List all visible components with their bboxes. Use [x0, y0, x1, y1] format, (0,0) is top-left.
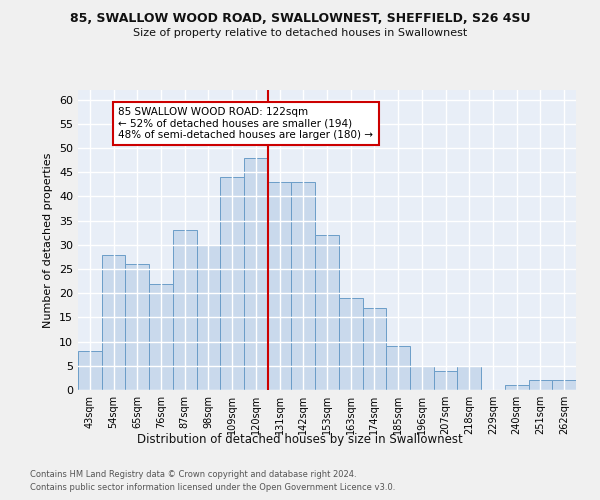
Text: Distribution of detached houses by size in Swallownest: Distribution of detached houses by size … [137, 432, 463, 446]
Y-axis label: Number of detached properties: Number of detached properties [43, 152, 53, 328]
Bar [173, 230, 197, 390]
Text: Contains public sector information licensed under the Open Government Licence v3: Contains public sector information licen… [30, 482, 395, 492]
Bar [386, 346, 410, 390]
Bar [529, 380, 552, 390]
Bar [457, 366, 481, 390]
Bar [410, 366, 434, 390]
Text: Size of property relative to detached houses in Swallownest: Size of property relative to detached ho… [133, 28, 467, 38]
Bar [339, 298, 362, 390]
Bar [434, 370, 457, 390]
Bar [315, 235, 339, 390]
Bar [149, 284, 173, 390]
Bar [78, 352, 102, 390]
Bar [552, 380, 576, 390]
Bar [268, 182, 292, 390]
Bar [125, 264, 149, 390]
Bar [244, 158, 268, 390]
Bar [362, 308, 386, 390]
Bar [292, 182, 315, 390]
Bar [505, 385, 529, 390]
Text: 85 SWALLOW WOOD ROAD: 122sqm
← 52% of detached houses are smaller (194)
48% of s: 85 SWALLOW WOOD ROAD: 122sqm ← 52% of de… [118, 107, 373, 140]
Bar [102, 254, 125, 390]
Bar [220, 177, 244, 390]
Text: Contains HM Land Registry data © Crown copyright and database right 2024.: Contains HM Land Registry data © Crown c… [30, 470, 356, 479]
Text: 85, SWALLOW WOOD ROAD, SWALLOWNEST, SHEFFIELD, S26 4SU: 85, SWALLOW WOOD ROAD, SWALLOWNEST, SHEF… [70, 12, 530, 26]
Bar [197, 245, 220, 390]
